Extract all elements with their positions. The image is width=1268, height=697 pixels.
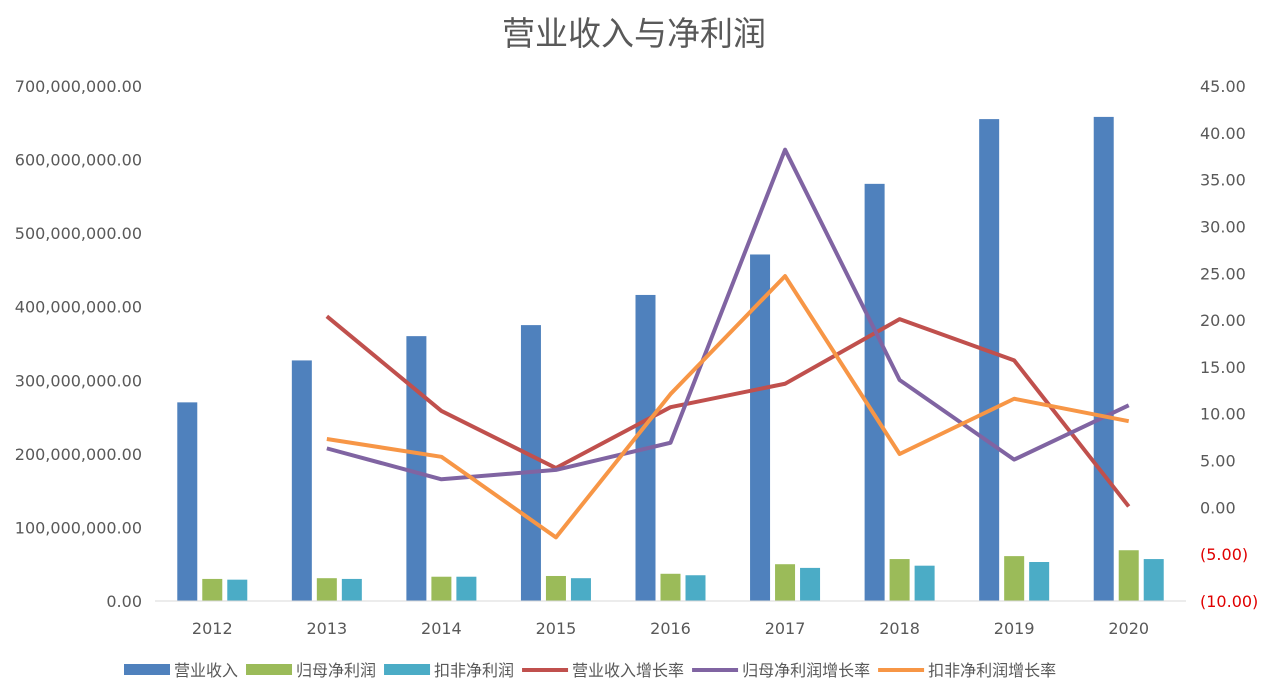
line-series-1 xyxy=(325,314,1131,508)
left-axis-tick-label: 300,000,000.00 xyxy=(15,371,142,390)
bar-2-2019 xyxy=(1004,556,1025,601)
bar-1-2018 xyxy=(864,183,885,601)
legend-label: 归母净利润 xyxy=(296,661,376,680)
legend-label: 营业收入增长率 xyxy=(572,661,684,680)
bar-2-2018 xyxy=(889,559,910,601)
x-axis-tick-label: 2012 xyxy=(192,619,233,638)
bar-3-2012 xyxy=(227,579,248,601)
chart-title: 营业收入与净利润 xyxy=(502,14,766,53)
bar-2-2013 xyxy=(316,578,337,601)
right-axis-tick-label: 20.00 xyxy=(1200,311,1246,330)
legend-swatch xyxy=(124,664,170,675)
line-series-2 xyxy=(326,147,1130,482)
legend-swatch xyxy=(384,664,431,675)
legend-label: 归母净利润增长率 xyxy=(742,661,870,680)
bar-2-2017 xyxy=(775,564,796,601)
legend-label: 扣非净利润增长率 xyxy=(928,661,1056,680)
line-series-3 xyxy=(326,274,1130,540)
right-axis-tick-label: (5.00) xyxy=(1200,545,1248,564)
legend-swatch xyxy=(246,664,293,675)
bar-1-2020 xyxy=(1093,116,1114,602)
bar-2-2016 xyxy=(660,573,681,601)
bar-1-2013 xyxy=(291,360,312,601)
left-axis-tick-label: 600,000,000.00 xyxy=(15,151,142,170)
bar-3-2013 xyxy=(341,578,362,601)
bar-1-2014 xyxy=(406,336,427,601)
left-axis-tick-label: 700,000,000.00 xyxy=(15,77,142,96)
left-axis-tick-label: 200,000,000.00 xyxy=(15,445,142,464)
bar-1-2015 xyxy=(520,325,541,601)
x-axis-tick-label: 2018 xyxy=(879,619,920,638)
right-axis-tick-label: 30.00 xyxy=(1200,217,1246,236)
bar-1-2017 xyxy=(750,254,771,601)
bar-3-2016 xyxy=(685,575,706,601)
legend-label: 扣非净利润 xyxy=(434,661,514,680)
x-axis-tick-label: 2017 xyxy=(765,619,806,638)
right-axis-tick-label: 15.00 xyxy=(1200,358,1246,377)
x-axis-tick-label: 2016 xyxy=(650,619,691,638)
x-axis-tick-label: 2013 xyxy=(306,619,347,638)
bar-2-2014 xyxy=(431,576,452,601)
right-axis-tick-label: 45.00 xyxy=(1200,77,1246,96)
left-axis-tick-label: 100,000,000.00 xyxy=(15,518,142,537)
x-axis-tick-label: 2020 xyxy=(1108,619,1149,638)
left-axis-tick-label: 500,000,000.00 xyxy=(15,224,142,243)
bar-1-2019 xyxy=(979,119,1000,601)
bar-2-2012 xyxy=(202,578,223,601)
right-axis-tick-label: 5.00 xyxy=(1200,452,1236,471)
x-axis-tick-label: 2014 xyxy=(421,619,462,638)
right-axis-tick-label: 0.00 xyxy=(1200,498,1236,517)
bar-3-2019 xyxy=(1029,562,1050,601)
left-axis-tick-label: 400,000,000.00 xyxy=(15,298,142,317)
bar-1-2012 xyxy=(177,402,198,601)
right-axis-tick-label: (10.00) xyxy=(1200,592,1258,611)
right-axis-tick-label: 25.00 xyxy=(1200,264,1246,283)
x-axis-tick-label: 2015 xyxy=(536,619,577,638)
bar-3-2015 xyxy=(570,578,591,601)
bar-3-2018 xyxy=(914,565,935,601)
bar-3-2017 xyxy=(800,567,821,601)
right-axis-tick-label: 40.00 xyxy=(1200,124,1246,143)
right-axis-tick-label: 10.00 xyxy=(1200,405,1246,424)
bar-3-2020 xyxy=(1143,559,1164,601)
right-axis-tick-label: 35.00 xyxy=(1200,171,1246,190)
left-axis-tick-label: 0.00 xyxy=(106,592,142,611)
bar-3-2014 xyxy=(456,576,477,601)
legend-label: 营业收入 xyxy=(174,661,238,680)
bar-2-2015 xyxy=(545,575,566,601)
bar-2-2020 xyxy=(1118,550,1139,601)
x-axis-tick-label: 2019 xyxy=(994,619,1035,638)
